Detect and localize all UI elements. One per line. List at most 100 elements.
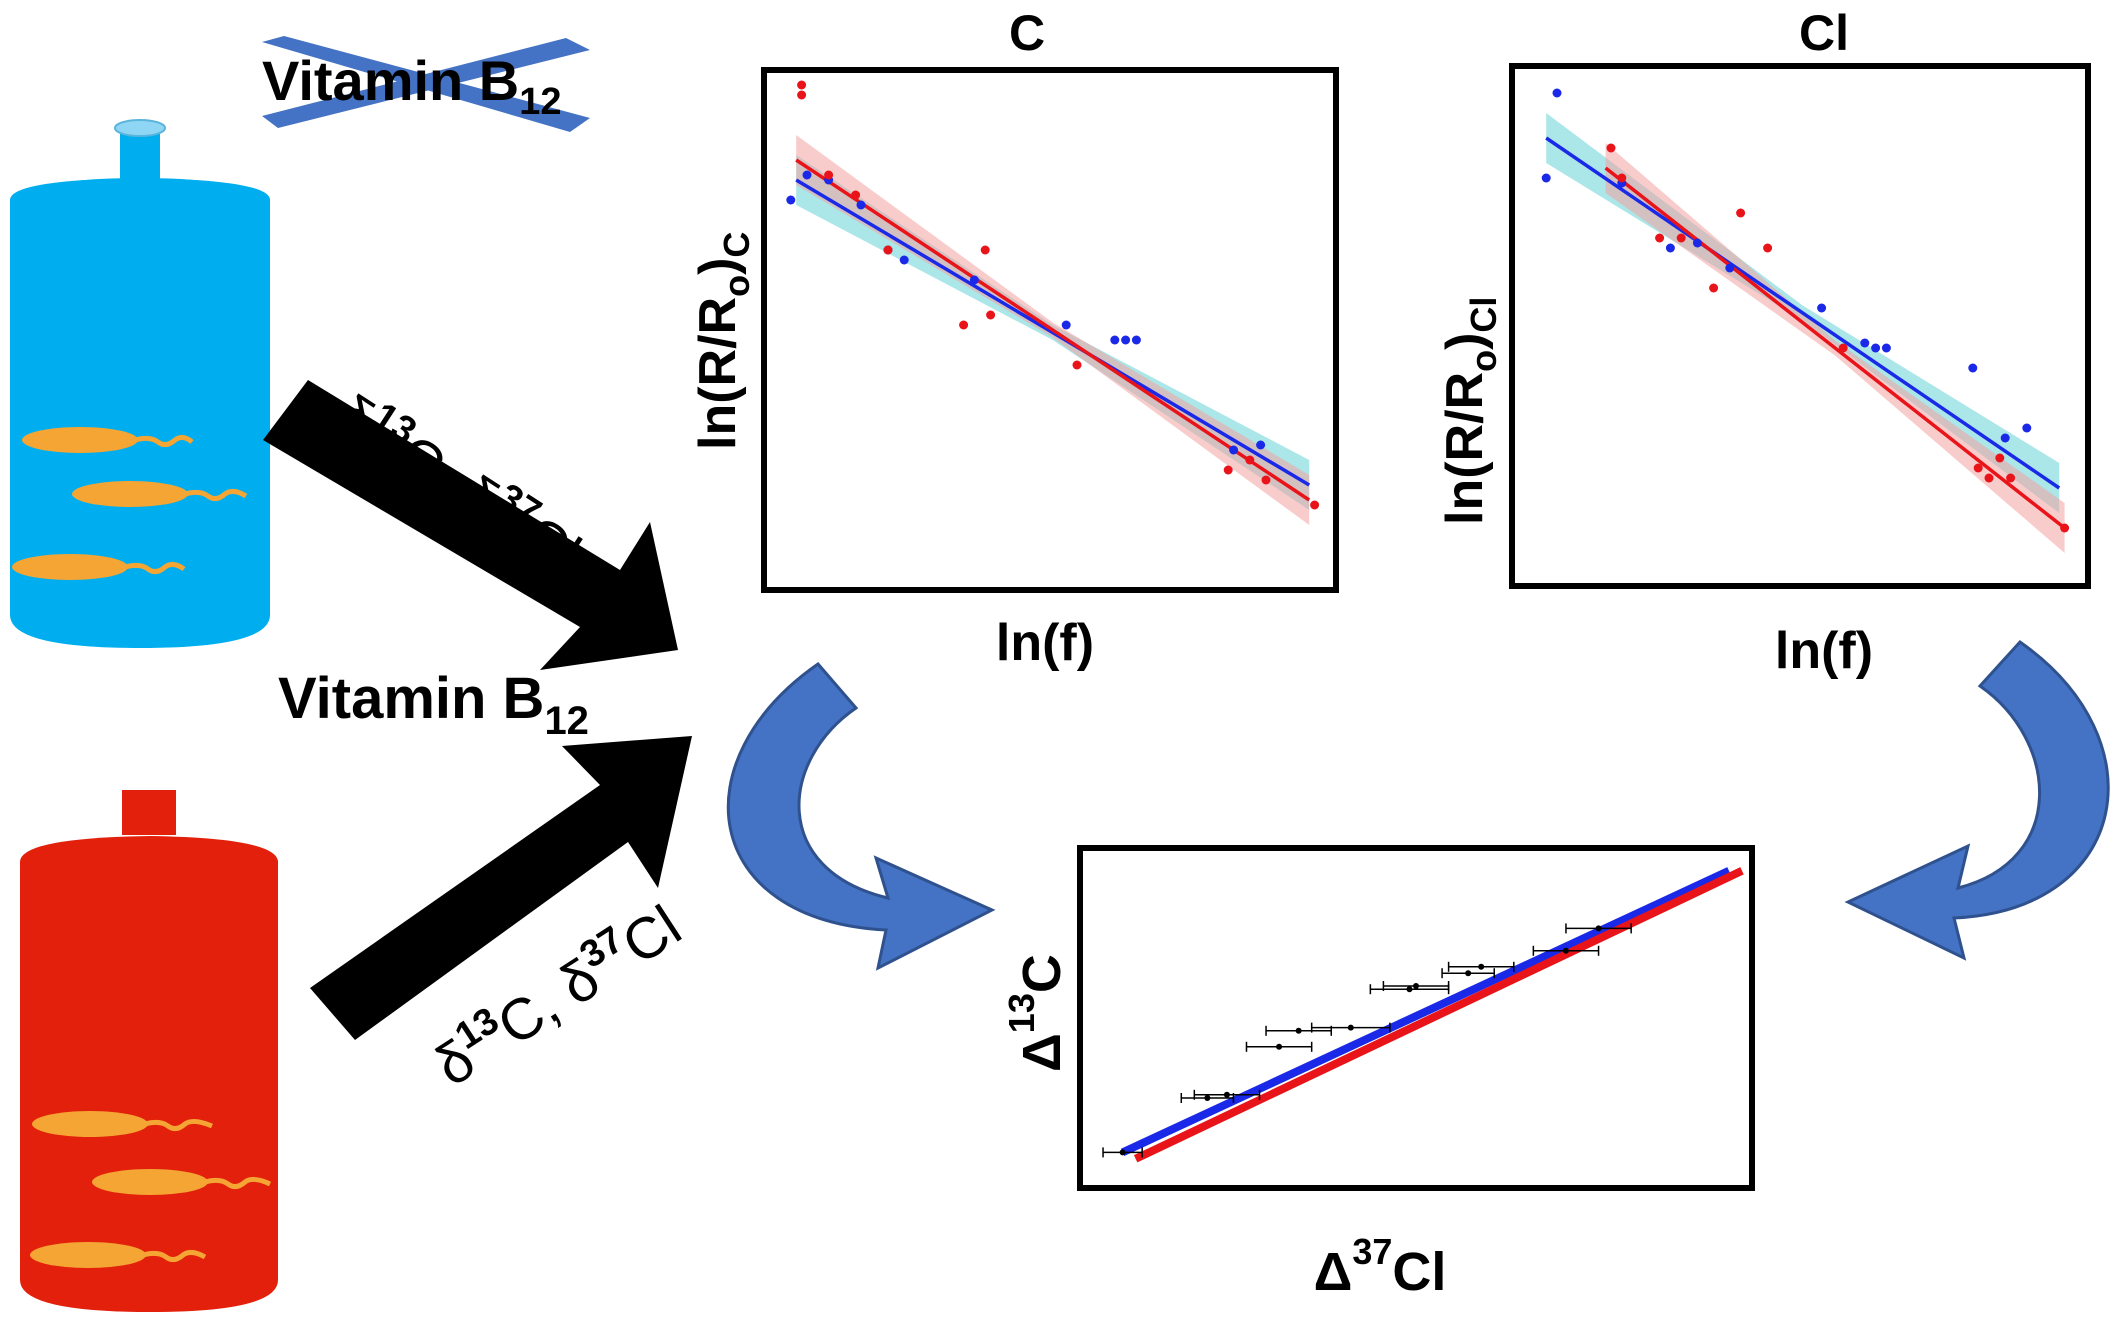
bacterium-icon — [32, 1111, 213, 1137]
arrow-top-icon — [263, 380, 678, 670]
chart-cl-title: Cl — [1799, 5, 1849, 61]
chart-cl: Cl ln(f) ln(R/Ro)Cl — [1436, 5, 2091, 680]
bacterium-icon — [22, 427, 194, 453]
chart-cl-plot — [1541, 88, 2070, 553]
red-bottle — [20, 790, 278, 1312]
data-point-red — [1655, 233, 1665, 243]
data-point-red — [883, 245, 893, 255]
vitamin-top-label: Vitamin B12 — [262, 49, 562, 123]
data-point-blue — [786, 195, 796, 205]
data-point-red — [1973, 463, 1983, 473]
data-point-red — [1736, 208, 1746, 218]
data-point-black — [1295, 1027, 1302, 1034]
arrow-bottom-icon — [310, 736, 692, 1040]
data-point-blue — [856, 200, 866, 210]
data-point-blue — [2022, 423, 2032, 433]
data-point-red — [1606, 143, 1616, 153]
data-point-red — [1709, 283, 1719, 293]
data-point-blue — [899, 255, 909, 265]
data-point-blue — [1110, 335, 1120, 345]
data-point-red — [1676, 233, 1686, 243]
data-point-blue — [1968, 363, 1978, 373]
chart-c-plot — [786, 80, 1320, 525]
data-point-red — [1995, 453, 2005, 463]
vitamin-b12-crossed: Vitamin B12 — [262, 36, 590, 132]
data-point-red — [986, 310, 996, 320]
data-point-blue — [1871, 343, 1881, 353]
vitamin-middle-label: Vitamin B12 — [278, 666, 589, 743]
data-point-blue — [1665, 243, 1675, 253]
data-point-blue — [1692, 238, 1702, 248]
data-point-blue — [1061, 320, 1071, 330]
bacteria-red-group — [30, 1111, 272, 1268]
data-point-blue — [1881, 343, 1891, 353]
data-point-red — [959, 320, 969, 330]
fit-line-red — [1604, 166, 2066, 530]
data-point-red — [1838, 343, 1848, 353]
data-point-red — [1984, 473, 1994, 483]
data-point-blue — [1541, 173, 1551, 183]
bacteria-blue-group — [12, 427, 248, 580]
cross-mark-icon — [262, 38, 590, 128]
data-point-black — [1223, 1091, 1230, 1098]
data-point-blue — [2000, 433, 2010, 443]
data-point-black — [1478, 963, 1485, 970]
data-point-black — [1204, 1095, 1211, 1101]
blue-bottle — [10, 119, 270, 648]
data-point-red — [1763, 243, 1773, 253]
data-point-blue — [1725, 263, 1735, 273]
bacterium-icon — [72, 481, 248, 507]
data-point-black — [1119, 1149, 1126, 1156]
fit-line-blue — [795, 178, 1311, 487]
chart-delta-plot — [1102, 867, 1744, 1163]
data-point-black — [1595, 925, 1602, 932]
data-point-red — [1245, 455, 1255, 465]
chart-delta-ylabel: Δ13C — [1001, 954, 1072, 1072]
curved-arrow-right-icon — [1844, 640, 2110, 961]
data-point-blue — [1860, 338, 1870, 348]
fit-line-blue — [1545, 136, 2061, 490]
arrow-top-label: δ13C, δ37Cl — [323, 377, 594, 587]
chart-c-title: C — [1009, 5, 1045, 61]
chart-delta-xlabel: Δ37Cl — [1314, 1231, 1447, 1302]
data-point-red — [797, 90, 807, 100]
data-point-red — [1261, 475, 1271, 485]
curved-arrow-left-icon — [726, 661, 996, 971]
data-point-red — [2006, 473, 2016, 483]
fit-line-red — [795, 158, 1311, 502]
data-point-black — [1347, 1024, 1354, 1031]
data-point-blue — [1229, 445, 1239, 455]
data-point-blue — [1817, 303, 1827, 313]
data-point-black — [1465, 970, 1472, 977]
data-point-red — [1223, 465, 1233, 475]
data-point-blue — [1552, 88, 1562, 98]
data-point-red — [980, 245, 990, 255]
data-point-black — [1413, 983, 1419, 989]
chart-c: C ln(f) ln(R/Ro)C — [689, 5, 1339, 672]
data-point-blue — [969, 275, 979, 285]
bacterium-icon — [30, 1242, 207, 1268]
bacterium-icon — [12, 554, 186, 580]
bacterium-icon — [92, 1169, 272, 1195]
fit-line-blue — [1120, 867, 1731, 1157]
data-point-red — [1617, 173, 1627, 183]
data-point-red — [824, 170, 834, 180]
chart-cl-xlabel: ln(f) — [1775, 622, 1873, 680]
data-point-blue — [1121, 335, 1131, 345]
data-point-blue — [1256, 440, 1266, 450]
data-point-black — [1406, 986, 1413, 993]
data-point-blue — [1131, 335, 1141, 345]
data-point-red — [1310, 500, 1320, 510]
data-point-blue — [802, 170, 812, 180]
data-point-red — [851, 190, 861, 200]
chart-c-ylabel: ln(R/Ro)C — [689, 232, 757, 450]
data-point-black — [1562, 947, 1569, 954]
data-point-red — [797, 80, 807, 90]
chart-cl-ylabel: ln(R/Ro)Cl — [1436, 297, 1504, 525]
chart-delta: Δ37Cl Δ13C — [1001, 845, 1755, 1302]
data-point-red — [1072, 360, 1082, 370]
fit-line-red — [1133, 867, 1744, 1163]
data-point-black — [1276, 1043, 1283, 1050]
data-point-red — [2060, 523, 2070, 533]
